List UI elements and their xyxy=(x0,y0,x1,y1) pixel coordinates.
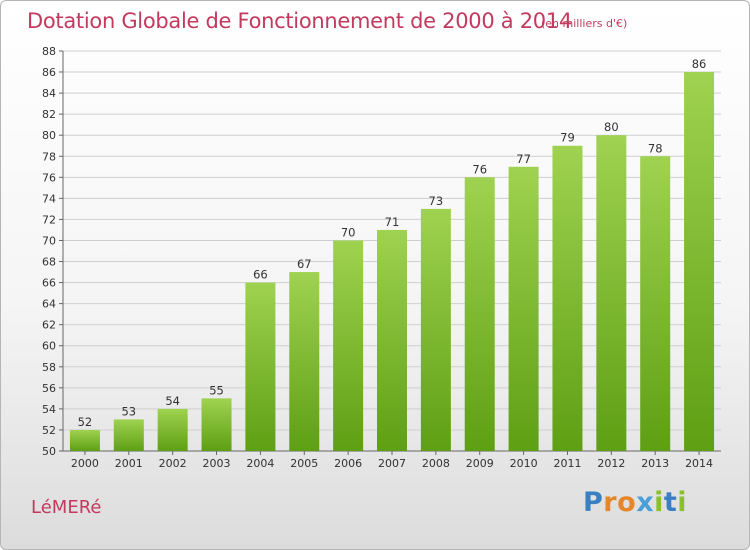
data-label: 80 xyxy=(604,120,619,134)
proxiti-logo: Proxiti xyxy=(583,487,687,518)
x-tick-label: 2013 xyxy=(641,457,669,470)
y-tick-label: 66 xyxy=(42,277,56,290)
y-tick-label: 54 xyxy=(42,403,56,416)
data-label: 76 xyxy=(472,162,487,176)
data-label: 53 xyxy=(121,404,136,418)
bar-2005 xyxy=(289,272,320,451)
x-tick-label: 2004 xyxy=(246,457,274,470)
logo-letter: o xyxy=(617,487,637,518)
bar-2011 xyxy=(552,145,583,451)
y-tick-label: 80 xyxy=(42,129,56,142)
bar-2002 xyxy=(157,408,188,451)
y-tick-label: 70 xyxy=(42,234,56,247)
bar-2014 xyxy=(684,72,715,451)
x-tick-label: 2006 xyxy=(334,457,362,470)
y-tick-label: 72 xyxy=(42,213,56,226)
logo-letter: i xyxy=(654,487,664,518)
bar-2004 xyxy=(245,282,276,451)
x-tick-label: 2014 xyxy=(685,457,713,470)
x-tick-label: 2002 xyxy=(159,457,187,470)
y-tick-label: 82 xyxy=(42,108,56,121)
y-tick-label: 88 xyxy=(42,45,56,58)
x-tick-label: 2008 xyxy=(422,457,450,470)
logo-letter: i xyxy=(677,487,688,518)
data-label: 66 xyxy=(253,268,268,282)
bar-2009 xyxy=(464,177,495,451)
chart-title: Dotation Globale de Fonctionnement de 20… xyxy=(27,9,572,33)
y-tick-label: 62 xyxy=(42,319,56,332)
data-label: 71 xyxy=(385,215,400,229)
y-tick-label: 56 xyxy=(42,382,56,395)
x-tick-label: 2001 xyxy=(115,457,143,470)
bar-2001 xyxy=(113,419,144,451)
bar-2003 xyxy=(201,398,232,451)
data-label: 54 xyxy=(165,394,180,408)
data-label: 67 xyxy=(297,257,312,271)
bar-2006 xyxy=(333,240,364,451)
bar-2008 xyxy=(420,208,451,451)
logo-letter: P xyxy=(583,487,604,518)
x-tick-label: 2009 xyxy=(466,457,494,470)
x-tick-label: 2005 xyxy=(290,457,318,470)
y-tick-label: 50 xyxy=(42,445,56,458)
logo-letter: t xyxy=(663,487,678,518)
x-tick-label: 2011 xyxy=(553,457,581,470)
x-tick-label: 2012 xyxy=(597,457,625,470)
logo-letter: r xyxy=(603,487,618,518)
y-tick-label: 86 xyxy=(42,66,56,79)
logo-letter: x xyxy=(636,487,655,518)
y-tick-label: 52 xyxy=(42,424,56,437)
data-label: 77 xyxy=(516,152,531,166)
bar-2000 xyxy=(69,429,100,451)
x-tick-label: 2007 xyxy=(378,457,406,470)
data-label: 55 xyxy=(209,383,224,397)
y-tick-label: 60 xyxy=(42,340,56,353)
data-label: 79 xyxy=(560,131,575,145)
data-label: 78 xyxy=(648,141,663,155)
data-label: 86 xyxy=(692,57,707,71)
data-label: 70 xyxy=(341,225,356,239)
y-tick-label: 84 xyxy=(42,87,56,100)
commune-name: LéMERé xyxy=(31,497,102,518)
y-tick-label: 74 xyxy=(42,192,56,205)
bar-2012 xyxy=(596,135,627,452)
chart-subtitle: (en milliers d'€) xyxy=(541,17,628,30)
bar-2007 xyxy=(377,229,407,451)
data-label: 73 xyxy=(429,194,444,208)
y-tick-label: 68 xyxy=(42,256,56,269)
y-tick-label: 78 xyxy=(42,150,56,163)
x-tick-label: 2000 xyxy=(71,457,99,470)
bar-2013 xyxy=(640,156,671,451)
x-tick-label: 2003 xyxy=(203,457,231,470)
bar-2010 xyxy=(508,166,539,451)
x-tick-label: 2010 xyxy=(510,457,538,470)
y-tick-label: 64 xyxy=(42,298,56,311)
y-tick-label: 58 xyxy=(42,361,56,374)
y-tick-label: 76 xyxy=(42,171,56,184)
data-label: 52 xyxy=(78,415,93,429)
